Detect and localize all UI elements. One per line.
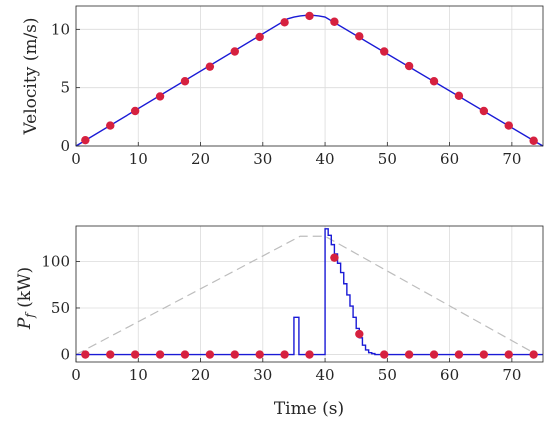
data-point [330, 253, 339, 262]
data-point [180, 350, 190, 359]
data-point [255, 32, 264, 42]
data-point [479, 350, 489, 359]
data-point [305, 11, 314, 21]
power-ylabel-sub: f [23, 311, 37, 319]
x-tick-label: 40 [316, 150, 335, 168]
x-tick-label: 50 [378, 150, 397, 168]
x-tick-label: 20 [191, 150, 210, 168]
data-point [454, 91, 464, 101]
data-point [305, 350, 314, 359]
x-tick-label: 20 [191, 366, 210, 384]
y-tick-label: 50 [51, 299, 70, 317]
data-point [155, 350, 165, 359]
x-tick-label: 70 [502, 150, 521, 168]
data-point [504, 350, 513, 359]
data-point [106, 121, 115, 130]
x-tick-label: 0 [71, 150, 81, 168]
data-point [355, 32, 364, 41]
axes-frame [75, 225, 544, 363]
data-point [404, 350, 414, 359]
dashed-reference-line [75, 235, 538, 356]
y-tick-label: 0 [60, 137, 70, 155]
power-ylabel-main: P [15, 317, 35, 330]
data-point [529, 136, 538, 145]
data-point [106, 350, 115, 359]
x-tick-label: 30 [253, 366, 272, 384]
power-xlabel: Time (s) [274, 399, 344, 419]
data-point [230, 350, 239, 359]
power-ylabel: Pf (kW) [15, 267, 37, 330]
x-tick-label: 60 [440, 366, 459, 384]
data-point [155, 92, 165, 101]
x-tick-label: 70 [502, 366, 521, 384]
data-point [81, 350, 90, 359]
data-point [529, 350, 538, 359]
x-tick-label: 10 [129, 366, 148, 384]
data-point [130, 350, 140, 359]
power-chart: Pf (kW) Time (s) 0 10 20 30 40 50 60 70 0 50 100 [15, 225, 544, 419]
y-tick-label: 5 [60, 79, 70, 97]
data-point [454, 350, 464, 359]
data-point [205, 62, 215, 71]
marker-series [81, 253, 538, 359]
data-point [504, 121, 513, 130]
data-point [180, 77, 190, 86]
data-point [280, 350, 289, 359]
data-point [230, 47, 239, 56]
velocity-profile-line [75, 14, 544, 147]
velocity-ylabel: Velocity (m/s) [21, 17, 41, 135]
data-point [380, 350, 389, 359]
data-point [255, 350, 264, 359]
power-ylabel-unit: (kW) [15, 267, 35, 313]
x-tick-label: 10 [129, 150, 148, 168]
plot-area: 0 10 20 30 40 50 60 70 0 50 100 [41, 226, 543, 384]
data-point [130, 106, 140, 116]
data-point [479, 106, 489, 116]
y-tick-label: 100 [41, 252, 70, 270]
y-tick-label: 10 [51, 20, 70, 38]
x-tick-label: 0 [71, 366, 81, 384]
data-point [330, 17, 339, 26]
power-profile-line [76, 228, 543, 356]
data-point [81, 135, 90, 145]
x-tick-label: 50 [378, 366, 397, 384]
x-tick-label: 30 [253, 150, 272, 168]
x-tick-label: 60 [440, 150, 459, 168]
plot-area: 0 10 20 30 40 50 60 70 0 5 10 [51, 6, 544, 168]
axes-frame [75, 5, 544, 147]
data-point [404, 61, 414, 71]
data-point [355, 329, 364, 339]
y-tick-label: 0 [60, 346, 70, 364]
data-point [429, 77, 439, 86]
velocity-chart: Velocity (m/s) 0 10 20 30 40 50 60 70 0 5 10 [21, 5, 544, 168]
marker-series [81, 11, 538, 145]
x-tick-label: 40 [316, 366, 335, 384]
data-point [205, 350, 215, 359]
data-point [280, 18, 289, 27]
data-point [429, 350, 439, 359]
data-point [380, 47, 389, 56]
